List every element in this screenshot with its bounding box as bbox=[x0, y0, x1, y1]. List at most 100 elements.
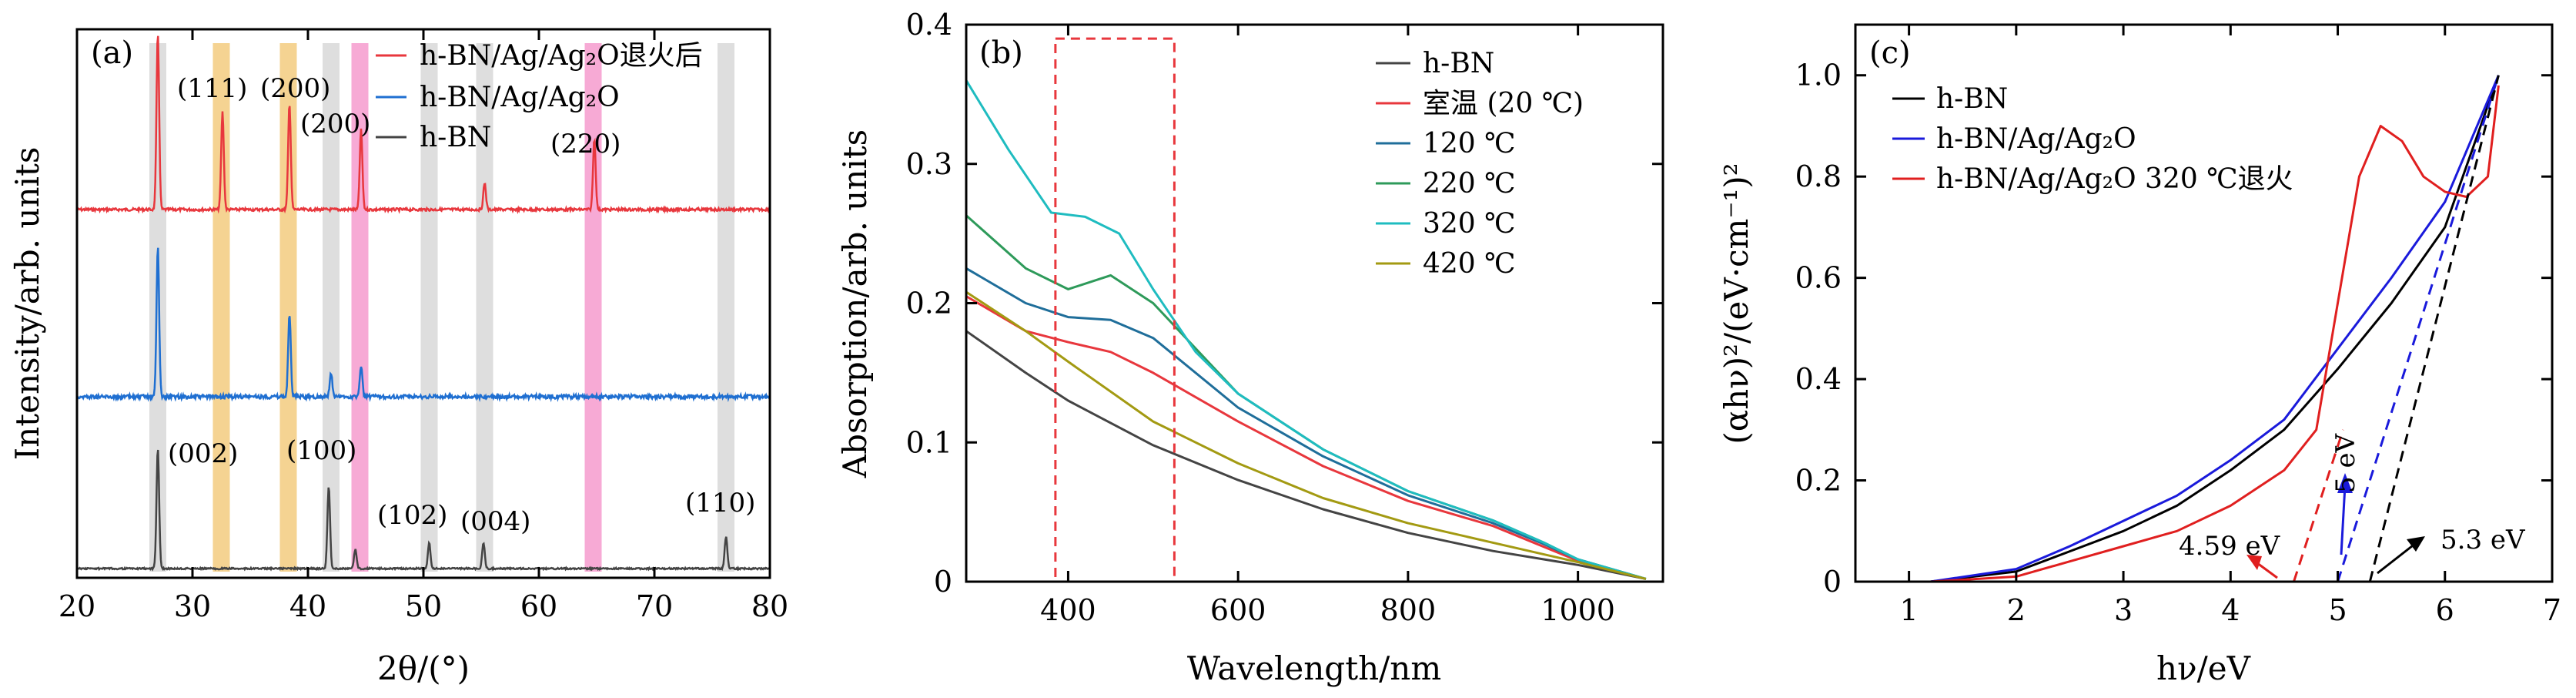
a-series-line-1 bbox=[75, 247, 771, 403]
a-annotation-200-first: (200) bbox=[260, 73, 330, 104]
b-y-tick-label-1: 0.1 bbox=[906, 425, 952, 459]
b-series-line-5 bbox=[965, 290, 1647, 580]
b-panel-label: (b) bbox=[979, 35, 1023, 71]
a-highlight-band-0 bbox=[149, 43, 166, 572]
c-y-tick-label-5: 1.0 bbox=[1795, 59, 1842, 92]
c-x-tick-label-5: 6 bbox=[2436, 593, 2454, 627]
a-x-tick-label-6: 80 bbox=[751, 589, 788, 623]
a-highlight-band-8 bbox=[718, 43, 734, 572]
c-annotations: 4.59 eV 5 eV 5.3 eV bbox=[2179, 432, 2526, 579]
b-legend-label-1: 室温 (20 ℃) bbox=[1423, 88, 1584, 119]
b-legend: h-BN 室温 (20 ℃) 120 ℃ 220 ℃ 320 ℃ 420 ℃ bbox=[1376, 48, 1584, 280]
c-y-tick-label-1: 0.2 bbox=[1795, 464, 1842, 498]
a-legend-label-hbn: h-BN bbox=[420, 122, 491, 153]
a-highlight-band-7 bbox=[584, 43, 602, 572]
c-annotation-4-59: 4.59 eV bbox=[2179, 531, 2281, 562]
c-x-tick-label-4: 5 bbox=[2328, 593, 2347, 627]
c-fit-line-1 bbox=[2337, 75, 2500, 582]
b-x-tick-label-1: 600 bbox=[1210, 593, 1266, 627]
b-series-line-4 bbox=[965, 79, 1647, 580]
a-highlight-band-1 bbox=[212, 43, 230, 572]
a-annotation-004: (004) bbox=[460, 506, 530, 537]
c-x-tick-label-3: 4 bbox=[2221, 593, 2240, 627]
c-y-tick-label-0: 0 bbox=[1823, 565, 1842, 599]
a-x-tick-label-4: 60 bbox=[520, 589, 557, 623]
a-legend-label-annealed: h-BN/Ag/Ag₂O退火后 bbox=[420, 40, 703, 72]
c-arrowhead-5-3 bbox=[2407, 536, 2425, 552]
b-legend-label-5: 420 ℃ bbox=[1423, 248, 1515, 280]
b-x-tick-label-0: 400 bbox=[1040, 593, 1096, 627]
b-legend-label-4: 320 ℃ bbox=[1423, 208, 1515, 240]
c-series-line-0 bbox=[1930, 75, 2500, 583]
b-y-axis-label: Absorption/arb. units bbox=[836, 129, 874, 478]
c-legend: h-BN h-BN/Ag/Ag₂O h-BN/Ag/Ag₂O 320 ℃退火 bbox=[1892, 83, 2293, 195]
a-panel-label: (a) bbox=[91, 35, 133, 71]
a-annotation-002: (002) bbox=[168, 438, 238, 469]
c-y-tick-label-4: 0.8 bbox=[1795, 159, 1842, 193]
b-y-tick-label-0: 0 bbox=[934, 565, 952, 599]
b-series-line-1 bbox=[965, 295, 1647, 580]
a-annotation-220: (220) bbox=[550, 129, 621, 159]
c-panel-label: (c) bbox=[1869, 35, 1911, 71]
c-y-tick-label-3: 0.6 bbox=[1795, 261, 1842, 295]
a-annotation-111: (111) bbox=[177, 73, 247, 104]
a-x-tick-label-3: 50 bbox=[405, 589, 442, 623]
c-x-tick-label-0: 1 bbox=[1900, 593, 1919, 627]
a-annotation-102: (102) bbox=[377, 500, 447, 531]
c-y-axis-label: (αhν)²/(eV·cm⁻¹)² bbox=[1718, 163, 1755, 444]
a-annotation-110: (110) bbox=[685, 488, 755, 518]
c-arrow-5 bbox=[2340, 485, 2347, 555]
panel-a: 20 30 40 50 60 70 80 (a) 2θ/(°) Intensity/arb.… bbox=[8, 28, 788, 687]
c-fit-lines bbox=[2293, 75, 2500, 582]
c-x-tick-label-1: 2 bbox=[2007, 593, 2026, 627]
b-legend-label-0: h-BN bbox=[1423, 48, 1494, 79]
a-x-axis-label: 2θ/(°) bbox=[377, 649, 470, 687]
b-series-group bbox=[965, 79, 1647, 580]
b-y-tick-label-3: 0.3 bbox=[906, 147, 952, 181]
b-series-line-2 bbox=[965, 267, 1647, 580]
b-x-tick-label-2: 800 bbox=[1380, 593, 1437, 627]
c-series-group bbox=[1930, 75, 2500, 583]
c-annotation-5-3: 5.3 eV bbox=[2441, 525, 2526, 555]
c-y-tick-label-2: 0.4 bbox=[1795, 362, 1842, 396]
b-y-tick-label-4: 0.4 bbox=[906, 8, 952, 42]
c-fit-line-2 bbox=[2368, 75, 2500, 582]
b-series-line-0 bbox=[965, 330, 1647, 580]
b-x-ticks: 400 600 800 1000 bbox=[1040, 25, 1615, 627]
c-legend-label-1: h-BN/Ag/Ag₂O bbox=[1936, 123, 2136, 155]
b-x-axis-label: Wavelength/nm bbox=[1187, 649, 1441, 687]
a-highlight-band-2 bbox=[279, 43, 297, 572]
b-y-tick-label-2: 0.2 bbox=[906, 287, 952, 320]
a-x-tick-label-5: 70 bbox=[636, 589, 673, 623]
b-series-line-3 bbox=[965, 214, 1647, 580]
a-x-ticks: 20 30 40 50 60 70 80 bbox=[59, 29, 788, 623]
a-legend: h-BN/Ag/Ag₂O退火后 h-BN/Ag/Ag₂O h-BN bbox=[376, 40, 703, 153]
a-highlight-band-4 bbox=[351, 43, 369, 572]
c-series-line-1 bbox=[1930, 75, 2500, 583]
a-series-line-0 bbox=[76, 35, 771, 215]
a-x-tick-label-1: 30 bbox=[174, 589, 211, 623]
b-legend-label-2: 120 ℃ bbox=[1423, 128, 1515, 159]
c-legend-label-0: h-BN bbox=[1936, 83, 2008, 115]
b-y-ticks: 0 0.1 0.2 0.3 0.4 bbox=[906, 8, 1663, 599]
a-legend-label-composite: h-BN/Ag/Ag₂O bbox=[420, 82, 620, 113]
c-series-line-2 bbox=[1930, 85, 2500, 583]
a-highlight-band-6 bbox=[476, 43, 493, 572]
c-plot-frame bbox=[1854, 23, 2554, 583]
c-x-tick-label-6: 7 bbox=[2543, 593, 2561, 627]
b-x-tick-label-3: 1000 bbox=[1541, 593, 1615, 627]
c-arrowhead-5 bbox=[2337, 473, 2353, 493]
c-fit-line-0 bbox=[2293, 429, 2344, 582]
c-legend-label-2: h-BN/Ag/Ag₂O 320 ℃退火 bbox=[1936, 163, 2293, 195]
c-x-tick-label-2: 3 bbox=[2114, 593, 2133, 627]
a-highlight-band-3 bbox=[323, 43, 340, 572]
panel-c: 1 2 3 4 5 6 7 0 0.2 0.4 0.6 0.8 1.0 (c) hν/eV (αhν)… bbox=[1718, 23, 2561, 687]
c-y-ticks: 0 0.2 0.4 0.6 0.8 1.0 bbox=[1795, 59, 2552, 599]
b-legend-label-3: 220 ℃ bbox=[1423, 168, 1515, 200]
c-x-ticks: 1 2 3 4 5 6 7 bbox=[1900, 25, 2561, 627]
c-x-axis-label: hν/eV bbox=[2156, 649, 2251, 687]
a-y-axis-label: Intensity/arb. units bbox=[8, 147, 46, 461]
c-arrow-5-3 bbox=[2377, 542, 2417, 575]
panel-b: 400 600 800 1000 0 0.1 0.2 0.3 0.4 (b) Waveleng… bbox=[836, 8, 1664, 687]
a-annotation-200-second: (200) bbox=[300, 109, 370, 139]
